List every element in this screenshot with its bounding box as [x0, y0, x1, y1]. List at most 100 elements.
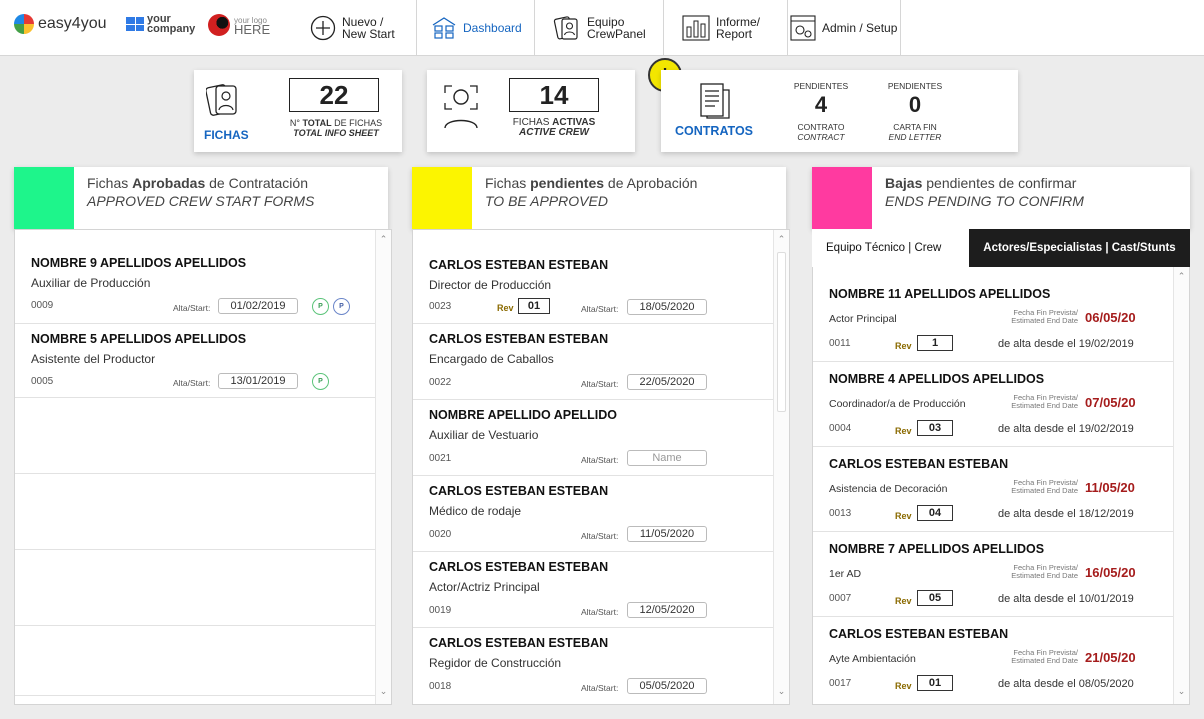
- nav-report-line1: Informe/: [716, 14, 761, 29]
- total-fichas-label: N° TOTAL DE FICHAS TOTAL INFO SHEET: [274, 118, 398, 138]
- stat-card-active-crew[interactable]: 14 FICHAS ACTIVAS ACTIVE CREW: [427, 70, 635, 152]
- start-date-field[interactable]: 13/01/2019: [218, 373, 298, 389]
- approved-title-bold: Aprobadas: [132, 175, 206, 191]
- list-item[interactable]: NOMBRE 9 APELLIDOS APELLIDOS Auxiliar de…: [15, 244, 375, 324]
- nav-new-start[interactable]: Nuevo / New Start: [310, 0, 395, 55]
- nav-report[interactable]: Informe/Report: [682, 0, 760, 55]
- start-date-field[interactable]: 05/05/2020: [627, 678, 707, 694]
- nav-new-start-line1: Nuevo /: [342, 14, 384, 29]
- nav-crew-panel[interactable]: Equipo CrewPanel: [553, 0, 646, 55]
- list-item[interactable]: NOMBRE APELLIDO APELLIDO Auxiliar de Ves…: [413, 400, 773, 476]
- tab-crew[interactable]: Equipo Técnico | Crew: [812, 229, 969, 267]
- list-item[interactable]: CARLOS ESTEBAN ESTEBAN Regidor de Constr…: [413, 628, 773, 704]
- start-date-label: Alta/Start:: [581, 379, 619, 389]
- rev-label: Rev: [497, 303, 514, 313]
- ends-list: NOMBRE 11 APELLIDOS APELLIDOS Actor Prin…: [812, 267, 1190, 705]
- start-date-label: Alta/Start:: [581, 683, 619, 693]
- end-date-label-en: Estimated End Date: [1011, 486, 1078, 495]
- nav-admin-setup[interactable]: Admin / Setup: [790, 0, 897, 55]
- scroll-up-icon[interactable]: ⌃: [379, 234, 388, 244]
- bar-chart-icon: [682, 14, 710, 41]
- pending-contract-label: PENDIENTES: [793, 81, 849, 91]
- start-date-field[interactable]: 01/02/2019: [218, 298, 298, 314]
- approved-scrollbar[interactable]: ⌃ ⌄: [375, 230, 391, 704]
- nav-crew-line2: CrewPanel: [587, 26, 646, 41]
- scroll-down-icon[interactable]: ⌄: [1177, 686, 1186, 696]
- easy4you-logo[interactable]: easy4you: [14, 14, 107, 34]
- scroll-down-icon[interactable]: ⌄: [777, 686, 786, 696]
- crew-id: 0022: [429, 377, 452, 388]
- crew-id: 0020: [429, 529, 452, 540]
- list-item[interactable]: CARLOS ESTEBAN ESTEBAN Asistencia de Dec…: [813, 447, 1173, 532]
- logo-circle-icon: [208, 14, 230, 36]
- rev-value: 05: [917, 590, 953, 606]
- active-crew-label: FICHAS ACTIVAS ACTIVE CREW: [492, 118, 616, 138]
- nav-dashboard[interactable]: Dashboard: [431, 0, 522, 55]
- pending-end-value: 0: [908, 92, 922, 117]
- contract-sub1: CONTRATO: [797, 122, 845, 132]
- company-grid-icon: [126, 17, 144, 31]
- active-since-date: 08/05/2020: [1078, 678, 1134, 690]
- active-crew-prefix: FICHAS: [512, 117, 553, 128]
- end-date-value: 21/05/20: [1085, 650, 1136, 665]
- total-fichas-value: 22: [289, 78, 379, 112]
- crew-id: 0018: [429, 681, 452, 692]
- crew-role: Actor Principal: [829, 313, 897, 325]
- crew-id: 0007: [829, 593, 852, 604]
- active-since: de alta desde el 10/01/2019: [998, 593, 1134, 605]
- start-date-field[interactable]: 12/05/2020: [627, 602, 707, 618]
- list-item[interactable]: NOMBRE 4 APELLIDOS APELLIDOS Coordinador…: [813, 362, 1173, 447]
- active-crew-en-label: ACTIVE CREW: [519, 127, 589, 138]
- stat-card-contracts[interactable]: CONTRATOS PENDIENTES 4 CONTRATO CONTRACT …: [661, 70, 1018, 152]
- crew-name: NOMBRE 9 APELLIDOS APELLIDOS: [31, 256, 247, 270]
- start-date-field[interactable]: 18/05/2020: [627, 299, 707, 315]
- crew-id: 0005: [31, 376, 54, 387]
- scroll-thumb[interactable]: [777, 252, 786, 412]
- stat-card-fichas[interactable]: FICHAS 22 N° TOTAL DE FICHAS TOTAL INFO S…: [194, 70, 402, 152]
- start-date-label: Alta/Start:: [581, 304, 619, 314]
- ends-scrollbar[interactable]: ⌃ ⌄: [1173, 267, 1189, 704]
- rev-label: Rev: [895, 681, 912, 691]
- end-date-label: Fecha Fin Prevista/Estimated End Date: [998, 564, 1078, 580]
- scroll-down-icon[interactable]: ⌄: [379, 686, 388, 696]
- scroll-up-icon[interactable]: ⌃: [777, 234, 786, 244]
- list-item[interactable]: NOMBRE 5 APELLIDOS APELLIDOS Asistente d…: [15, 324, 375, 398]
- rev-value: 04: [917, 505, 953, 521]
- list-item[interactable]: NOMBRE 11 APELLIDOS APELLIDOS Actor Prin…: [813, 277, 1173, 362]
- scroll-up-icon[interactable]: ⌃: [1177, 271, 1186, 281]
- list-item[interactable]: CARLOS ESTEBAN ESTEBAN Ayte Ambientación…: [813, 617, 1173, 702]
- active-since: de alta desde el 19/02/2019: [998, 338, 1134, 350]
- list-item[interactable]: CARLOS ESTEBAN ESTEBAN Actor/Actriz Prin…: [413, 552, 773, 628]
- rev-label: Rev: [895, 511, 912, 521]
- list-item[interactable]: NOMBRE 7 APELLIDOS APELLIDOS 1er AD Fech…: [813, 532, 1173, 617]
- crew-id: 0023: [429, 301, 452, 312]
- empty-row: [15, 626, 375, 696]
- rev-value: 03: [917, 420, 953, 436]
- crew-name: CARLOS ESTEBAN ESTEBAN: [429, 332, 609, 346]
- logo-small-text: your logo: [234, 16, 267, 25]
- company-logo-line1: your: [147, 13, 171, 25]
- list-item[interactable]: CARLOS ESTEBAN ESTEBAN Director de Produ…: [413, 246, 773, 324]
- crew-name: CARLOS ESTEBAN ESTEBAN: [829, 627, 1009, 641]
- active-since-date: 10/01/2019: [1078, 593, 1134, 605]
- plus-circle-icon: [310, 15, 336, 40]
- p-badge-icon[interactable]: P: [312, 298, 329, 315]
- end-date-value: 07/05/20: [1085, 395, 1136, 410]
- total-fichas-suffix: DE FICHAS: [331, 118, 383, 128]
- tab-cast-stunts[interactable]: Actores/Especialistas | Cast/Stunts: [969, 229, 1190, 267]
- start-date-field[interactable]: Name: [627, 450, 707, 466]
- pending-scrollbar[interactable]: ⌃ ⌄: [773, 230, 789, 704]
- start-date-field[interactable]: 11/05/2020: [627, 526, 707, 542]
- approved-header: Fichas Aprobadas de Contratación APPROVE…: [14, 167, 388, 229]
- list-item[interactable]: CARLOS ESTEBAN ESTEBAN Médico de rodaje …: [413, 476, 773, 552]
- start-date-field[interactable]: 22/05/2020: [627, 374, 707, 390]
- end-date-value: 06/05/20: [1085, 310, 1136, 325]
- empty-row: [15, 398, 375, 474]
- p-badge-icon[interactable]: P: [312, 373, 329, 390]
- p-badge-icon[interactable]: P: [333, 298, 350, 315]
- active-since-prefix: de alta desde el: [998, 678, 1079, 690]
- crew-name: NOMBRE 4 APELLIDOS APELLIDOS: [829, 372, 1045, 386]
- crew-name: CARLOS ESTEBAN ESTEBAN: [429, 484, 609, 498]
- list-item[interactable]: CARLOS ESTEBAN ESTEBAN Encargado de Caba…: [413, 324, 773, 400]
- active-since-date: 19/02/2019: [1078, 338, 1134, 350]
